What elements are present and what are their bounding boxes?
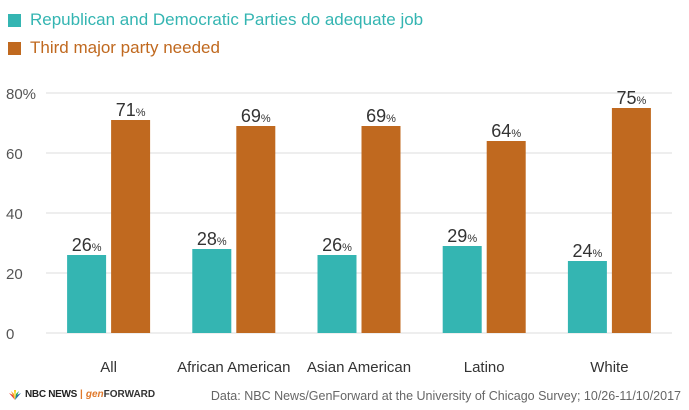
peacock-icon [9, 389, 21, 400]
nbc-genforward-logo: NBC NEWS | gen FORWARD [8, 389, 155, 400]
data-label: 69% [241, 106, 271, 126]
footer: NBC NEWS | gen FORWARD Data: NBC News/Ge… [0, 384, 689, 410]
bar [317, 255, 357, 333]
bar [67, 255, 107, 333]
bar-chart: 0 20 40 60 80% All 26% 71% African American 28% 69… [6, 86, 672, 376]
x-tick-label: White [590, 359, 628, 376]
x-tick-label: Asian American [307, 359, 411, 376]
y-tick-label: 60 [6, 146, 23, 163]
data-label: 29% [447, 226, 477, 246]
data-label: 24% [572, 241, 602, 261]
legend-label-third-party: Third major party needed [30, 38, 220, 57]
data-label: 69% [366, 106, 396, 126]
data-label: 28% [197, 229, 227, 249]
legend-swatch-adequate [8, 13, 21, 27]
data-label: 26% [72, 235, 102, 255]
bar [567, 261, 607, 333]
legend: Republican and Democratic Parties do ade… [8, 8, 423, 64]
bar [442, 246, 482, 333]
x-tick-label: All [100, 359, 117, 376]
bar [111, 120, 151, 333]
y-tick-label: 0 [6, 326, 14, 343]
legend-label-adequate: Republican and Democratic Parties do ade… [30, 10, 424, 29]
bar [192, 249, 232, 333]
bar [236, 126, 276, 333]
bar [611, 108, 651, 333]
brand-separator: | [80, 389, 83, 400]
brand-nbc-news: NBC NEWS [25, 389, 78, 400]
brand-forward: FORWARD [103, 389, 156, 400]
data-label: 75% [616, 88, 646, 108]
legend-item-third-party: Third major party needed [8, 36, 423, 60]
y-tick-label: 80% [6, 86, 36, 103]
data-label: 26% [322, 235, 352, 255]
bar [361, 126, 401, 333]
bar [486, 141, 526, 333]
brand-gen: gen [85, 389, 104, 400]
y-tick-label: 20 [6, 266, 23, 283]
x-tick-label: Latino [464, 359, 505, 376]
source-note: Data: NBC News/GenForward at the Univers… [210, 389, 681, 403]
legend-swatch-third-party [8, 41, 21, 55]
data-label: 71% [116, 100, 146, 120]
legend-item-adequate: Republican and Democratic Parties do ade… [8, 8, 423, 32]
y-tick-label: 40 [6, 206, 23, 223]
x-tick-label: African American [177, 359, 290, 376]
data-label: 64% [491, 121, 521, 141]
